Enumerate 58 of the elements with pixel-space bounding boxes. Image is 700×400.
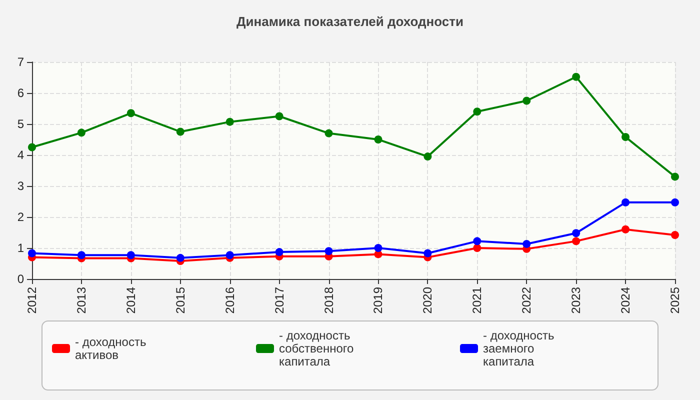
point: [28, 249, 36, 258]
point: [473, 244, 482, 252]
point: [671, 230, 679, 239]
legend-label: - доходность собственного капитала: [279, 328, 358, 368]
x-tick-label: 2013: [74, 286, 88, 314]
point: [671, 198, 679, 206]
x-tick-label: 2019: [371, 286, 386, 314]
point: [226, 118, 234, 126]
point: [77, 128, 86, 137]
x-tick-label: 2014: [124, 286, 138, 314]
point: [374, 136, 382, 144]
point: [522, 240, 531, 248]
point: [176, 254, 184, 262]
point: [572, 229, 580, 238]
point: [671, 172, 679, 181]
x-tick-label: 2023: [569, 286, 584, 314]
point: [424, 152, 432, 161]
point: [324, 247, 333, 256]
point: [572, 237, 580, 246]
point: [473, 108, 482, 116]
x-tick-label: 2016: [222, 286, 237, 314]
point: [374, 244, 382, 252]
x-tick-label: 2024: [618, 286, 633, 314]
point: [126, 251, 135, 260]
chart-title: Динамика показателей доходности: [236, 14, 464, 29]
point: [622, 225, 630, 234]
point: [324, 129, 333, 138]
x-tick-label: 2020: [420, 286, 435, 314]
y-tick-label: 6: [17, 86, 24, 100]
x-tick-label: 2025: [668, 286, 682, 314]
x-tick-label: 2022: [520, 286, 534, 314]
point: [424, 249, 432, 258]
x-tick-label: 2015: [173, 286, 188, 314]
x-tick-label: 2021: [470, 286, 484, 314]
point: [572, 72, 580, 81]
point: [473, 237, 482, 246]
point: [622, 133, 630, 142]
point: [77, 251, 86, 260]
y-tick-label: 2: [17, 210, 24, 224]
legend-label: - доходность заемного капитала: [483, 328, 558, 368]
y-tick-label: 1: [17, 241, 24, 255]
y-tick-label: 3: [17, 179, 24, 193]
point: [275, 112, 284, 120]
y-tick-label: 7: [17, 55, 24, 69]
point: [176, 128, 184, 136]
y-tick-label: 0: [17, 272, 24, 286]
legend-label: - доходность активов: [75, 335, 150, 362]
x-tick-label: 2018: [322, 286, 336, 314]
point: [126, 109, 135, 118]
x-tick-label: 2012: [25, 286, 39, 314]
y-tick-label: 5: [17, 117, 24, 131]
point: [226, 251, 234, 260]
point: [522, 96, 531, 105]
y-tick-label: 4: [17, 148, 24, 162]
point: [622, 198, 630, 206]
point: [28, 143, 36, 152]
point: [275, 248, 284, 256]
x-tick-label: 2017: [272, 286, 286, 314]
